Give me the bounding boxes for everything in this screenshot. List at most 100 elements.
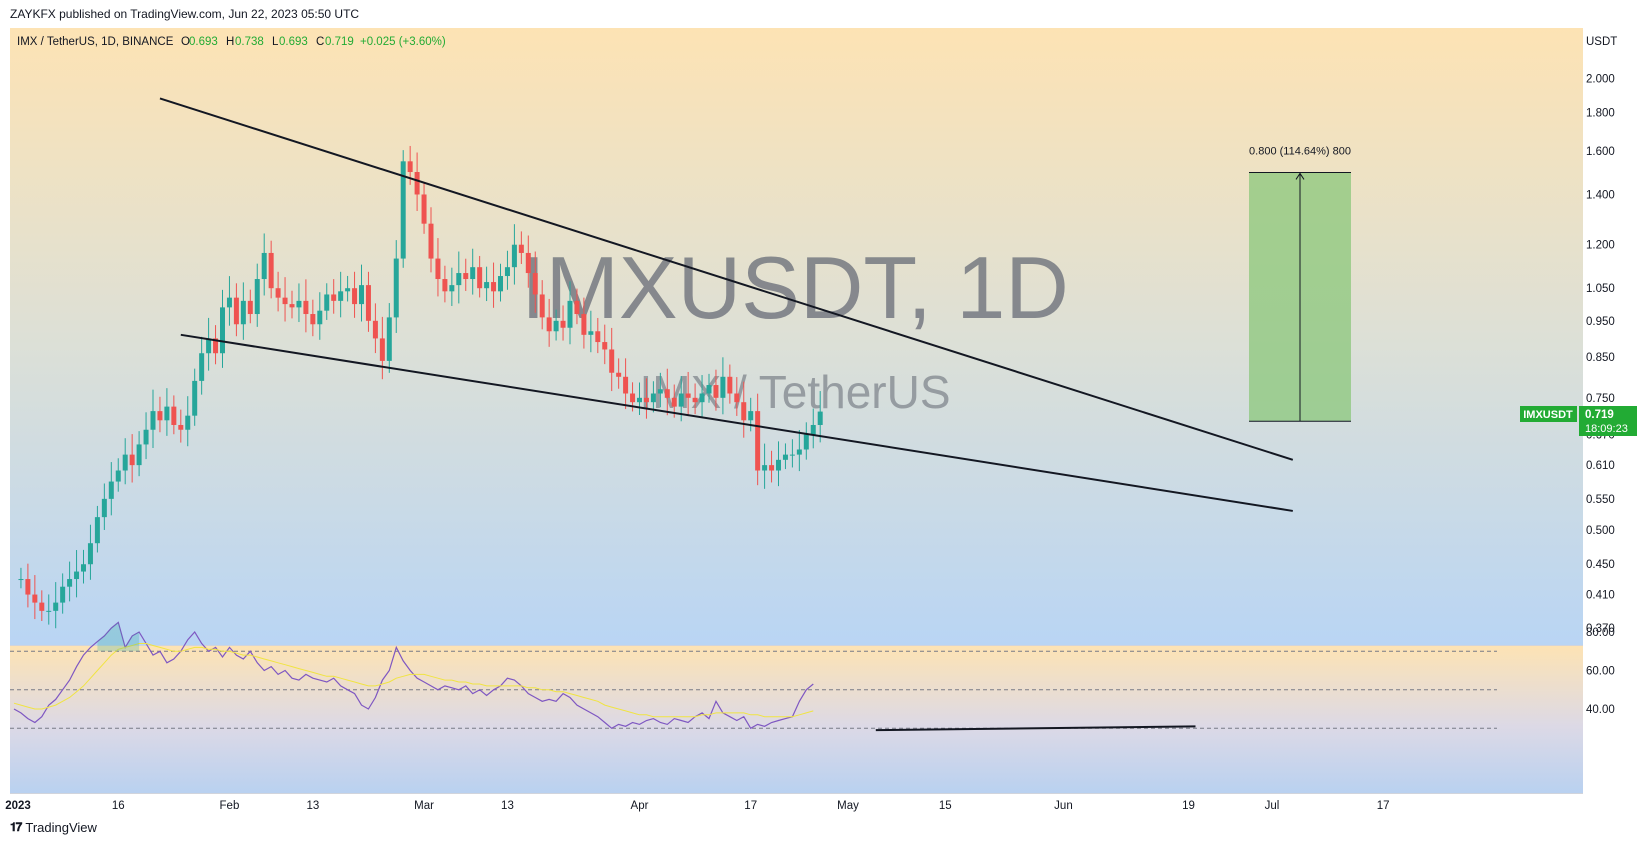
candle (400, 150, 406, 268)
candle (720, 357, 726, 415)
candle (504, 250, 510, 290)
candle-body (504, 267, 510, 277)
time-axis[interactable]: 2023 16 Feb 13 Mar 13 Apr 17 May 15 Jun 19 Jul 17 (5, 800, 1389, 812)
candle-body (129, 454, 135, 466)
candle-body (616, 372, 622, 377)
candle-body (817, 411, 823, 425)
candle (685, 371, 691, 417)
candle-body (539, 294, 545, 318)
candle (498, 263, 503, 302)
candle-body (18, 579, 24, 581)
candle-body (664, 389, 670, 398)
rsi-tick-label: 60.00 (1586, 666, 1615, 678)
price-tick-label: 0.750 (1586, 393, 1615, 405)
candle-body (463, 273, 469, 280)
candle (796, 429, 802, 472)
candle-body (32, 594, 38, 603)
candle-body (803, 434, 809, 450)
candle-body (81, 564, 86, 572)
candle (755, 393, 761, 486)
candle (664, 368, 670, 416)
candle-body (477, 267, 483, 289)
candle (157, 396, 163, 433)
candle-body (602, 342, 608, 350)
time-tick-label: May (837, 800, 859, 812)
candle-body (567, 300, 573, 328)
candle (53, 582, 59, 629)
price-axis[interactable]: 2.000 1.800 1.600 1.400 1.200 1.050 0.950 0.850… (1586, 73, 1615, 635)
candle-body (247, 300, 253, 315)
candle-body (254, 279, 260, 315)
candle (206, 317, 212, 371)
candle-body (553, 320, 559, 332)
tradingview-brand[interactable]: 𝟏𝟕 TradingView (10, 820, 97, 835)
candle-body (192, 380, 198, 416)
candle-body (345, 288, 351, 292)
price-tick-label: 0.450 (1586, 559, 1615, 571)
candle-body (352, 288, 358, 305)
candle-body (400, 161, 406, 259)
candle (213, 325, 219, 365)
candle-body (657, 389, 663, 394)
candle (776, 441, 781, 487)
candle-body (122, 454, 128, 471)
candle (192, 368, 198, 426)
candle-body (331, 294, 337, 301)
legend-low-label: L (272, 36, 279, 48)
candle-body (630, 393, 636, 403)
candle (484, 266, 490, 302)
time-tick-label: 19 (1182, 800, 1195, 812)
candle-body (213, 338, 219, 354)
candle-body (414, 172, 420, 195)
price-tick-label: 1.400 (1586, 189, 1615, 201)
candle-body (511, 244, 517, 268)
candle (185, 396, 191, 447)
candle-body (546, 317, 552, 332)
candle (421, 182, 427, 234)
candle-body (741, 402, 747, 421)
legend-change: +0.025 (+3.60%) (360, 36, 446, 48)
price-range-tool: 0.800 (114.64%) 800 (1249, 145, 1351, 422)
candle-body (199, 353, 205, 381)
candle-body (171, 406, 177, 425)
candle (115, 458, 121, 492)
candle-body (623, 376, 629, 394)
time-tick-label: 13 (306, 800, 319, 812)
last-price-value-box (1579, 406, 1637, 436)
candle-body (581, 314, 587, 335)
candle (637, 382, 642, 416)
candle (317, 292, 323, 340)
candle (769, 450, 775, 483)
symbol-legend[interactable]: IMX / TetherUS, 1D, BINANCE O 0.693 H 0.… (17, 36, 446, 48)
candle-body (296, 300, 302, 308)
candle-body (637, 397, 642, 403)
price-tick-label: 1.600 (1586, 146, 1615, 158)
candle (560, 305, 566, 341)
candle (254, 263, 260, 327)
drawing-annotations[interactable]: 0.800 (114.64%) 800 (159, 97, 1351, 732)
rsi-tick-label: 80.00 (1586, 627, 1615, 639)
candle (178, 409, 184, 443)
trendline-lower-support (180, 333, 1293, 512)
candle (296, 283, 302, 323)
candle-body (46, 610, 52, 612)
candle-body (226, 297, 232, 308)
legend-high: 0.738 (235, 36, 264, 48)
candle-body (67, 579, 73, 587)
candle-body (53, 602, 59, 611)
candle (734, 377, 740, 416)
rsi-axis[interactable]: 80.00 60.00 40.00 (1586, 627, 1615, 716)
candle-body (233, 297, 239, 325)
time-tick-label: Mar (414, 800, 434, 812)
currency-label: USDT (1586, 36, 1617, 48)
candle (546, 298, 552, 347)
candle (136, 431, 142, 477)
candle-body (39, 602, 45, 611)
legend-close-label: C (316, 36, 324, 48)
candle (782, 443, 788, 470)
candle (101, 483, 107, 530)
candle-body (372, 320, 378, 339)
candle-body (498, 276, 503, 292)
candle-body (338, 291, 344, 301)
candle (609, 327, 615, 392)
